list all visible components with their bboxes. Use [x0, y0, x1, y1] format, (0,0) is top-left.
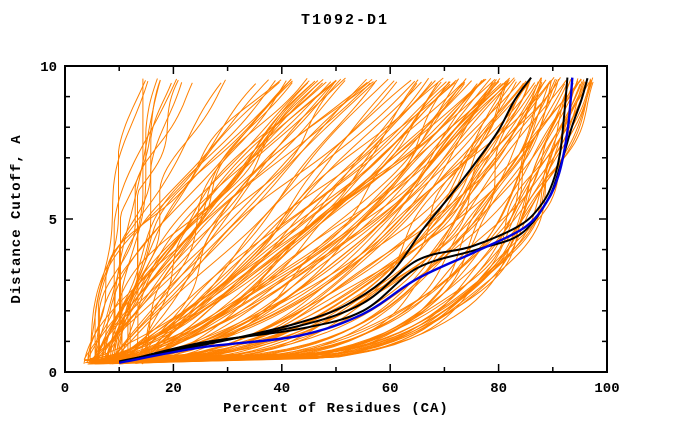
server-model-curves — [116, 79, 572, 361]
curves-layer — [83, 76, 594, 365]
server-model-curves — [132, 81, 451, 364]
server-model-curves — [111, 83, 334, 360]
server-model-curves — [145, 80, 287, 362]
server-model-curves — [122, 83, 574, 360]
server-model-curves — [123, 77, 444, 360]
server-model-curves — [99, 78, 485, 361]
server-model-curves — [94, 77, 543, 365]
server-model-curves — [87, 83, 257, 360]
server-model-curves — [113, 82, 309, 364]
server-model-curves — [112, 79, 412, 362]
server-model-curves — [137, 83, 570, 360]
server-model-curves — [109, 80, 579, 363]
server-model-curves — [125, 81, 511, 364]
server-model-curves — [140, 78, 342, 361]
server-model-curves — [134, 81, 497, 364]
server-model-curves — [94, 79, 269, 361]
server-model-curves — [90, 82, 320, 364]
x-tick-label: 40 — [273, 381, 290, 397]
server-model-curves — [97, 79, 582, 361]
server-model-curves — [97, 80, 146, 362]
server-model-curves — [135, 82, 536, 364]
server-model-curves — [90, 79, 485, 361]
server-model-curves — [115, 82, 456, 364]
y-tick-label: 10 — [40, 60, 57, 76]
server-model-curves — [137, 80, 588, 362]
server-model-curves — [100, 79, 373, 361]
server-model-curves — [104, 79, 292, 361]
y-tick-label: 5 — [49, 213, 57, 229]
server-model-curves — [89, 80, 552, 362]
server-model-curves — [135, 84, 524, 361]
server-model-curves — [102, 83, 530, 360]
server-model-curves — [117, 80, 551, 362]
server-model-curves — [113, 79, 419, 362]
server-model-curves — [109, 81, 447, 363]
server-model-curves — [109, 82, 550, 365]
server-model-curves — [98, 82, 193, 364]
server-model-curves — [144, 81, 398, 364]
x-tick-label: 20 — [165, 381, 182, 397]
server-model-curves — [122, 82, 335, 364]
x-tick-label: 0 — [61, 381, 69, 397]
server-model-curves — [102, 81, 422, 364]
server-model-curves — [87, 79, 510, 362]
server-model-curves — [136, 83, 418, 360]
server-model-curves — [121, 82, 545, 365]
server-model-curves — [119, 82, 524, 365]
server-model-curves — [131, 80, 436, 362]
server-model-curves — [89, 79, 378, 362]
server-model-curves — [120, 81, 586, 364]
server-model-curves — [136, 78, 144, 360]
server-model-curves — [111, 78, 367, 361]
server-model-curves — [133, 83, 451, 360]
server-model-curves — [145, 81, 539, 363]
server-model-curves — [139, 80, 395, 362]
server-model-curves — [129, 82, 183, 364]
server-model-curves — [118, 77, 561, 365]
server-model-curves — [95, 80, 346, 362]
server-model-curves — [105, 83, 478, 360]
server-model-curves — [111, 76, 555, 365]
y-tick-label: 0 — [49, 366, 57, 382]
server-model-curves — [114, 80, 161, 362]
server-model-curves — [112, 78, 389, 361]
blue-model-curve — [118, 77, 574, 364]
server-model-curves — [97, 80, 472, 362]
server-model-curves — [94, 81, 280, 364]
server-model-curves — [89, 77, 515, 360]
server-model-curves — [130, 77, 511, 360]
x-tick-label: 60 — [382, 381, 399, 397]
plot-title: T1092-D1 — [300, 12, 389, 29]
x-tick-label: 80 — [490, 381, 507, 397]
server-model-curves — [118, 82, 494, 364]
black-model-2-curve — [118, 77, 569, 363]
server-model-curves — [115, 78, 460, 361]
server-model-curves — [107, 79, 516, 361]
x-axis-label: Percent of Residues (CA) — [223, 401, 449, 417]
x-tick-label: 100 — [594, 381, 619, 397]
server-model-curves — [104, 78, 487, 361]
